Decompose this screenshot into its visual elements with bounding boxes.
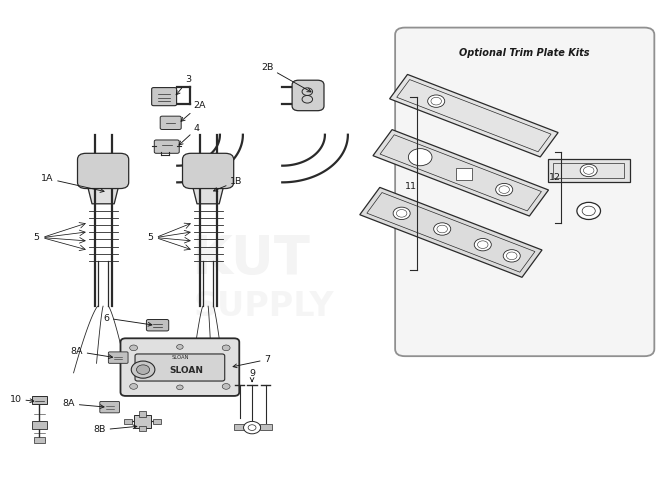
Text: 4: 4 <box>179 124 200 145</box>
Text: 6: 6 <box>103 314 152 326</box>
Circle shape <box>131 361 155 378</box>
Bar <box>138 426 146 432</box>
FancyBboxPatch shape <box>108 352 128 363</box>
Polygon shape <box>389 74 558 157</box>
Bar <box>456 168 472 180</box>
FancyBboxPatch shape <box>78 153 129 189</box>
Text: 3: 3 <box>176 76 192 95</box>
Circle shape <box>130 384 138 389</box>
Bar <box>134 415 151 428</box>
Circle shape <box>130 345 138 351</box>
Text: Optional Trim Plate Kits: Optional Trim Plate Kits <box>459 48 590 58</box>
Text: 8B: 8B <box>94 425 137 434</box>
Text: 11: 11 <box>405 182 417 191</box>
Bar <box>260 424 272 430</box>
Circle shape <box>409 148 432 166</box>
Polygon shape <box>86 180 120 204</box>
Bar <box>138 411 146 417</box>
Text: 8A: 8A <box>71 347 113 358</box>
Bar <box>34 437 45 443</box>
Circle shape <box>577 202 600 219</box>
Text: 5: 5 <box>34 233 40 242</box>
Text: KUT: KUT <box>191 232 310 285</box>
Text: 1A: 1A <box>41 174 104 193</box>
Bar <box>32 422 47 429</box>
FancyBboxPatch shape <box>152 88 177 106</box>
Text: 7: 7 <box>233 355 270 368</box>
Text: 9: 9 <box>249 369 255 381</box>
Text: SLOAN: SLOAN <box>169 366 204 375</box>
Circle shape <box>177 344 183 349</box>
Text: 2B: 2B <box>261 63 311 92</box>
FancyBboxPatch shape <box>183 153 234 189</box>
FancyBboxPatch shape <box>160 116 181 129</box>
Text: 10: 10 <box>10 395 34 403</box>
FancyBboxPatch shape <box>135 354 225 381</box>
Circle shape <box>393 207 410 219</box>
Bar <box>124 419 132 424</box>
Polygon shape <box>548 159 630 182</box>
Polygon shape <box>360 187 542 277</box>
Circle shape <box>222 384 230 389</box>
Text: SLOAN: SLOAN <box>171 354 188 360</box>
Text: 2A: 2A <box>181 101 206 121</box>
Circle shape <box>474 239 492 251</box>
Circle shape <box>136 365 150 375</box>
Circle shape <box>177 385 183 390</box>
Circle shape <box>244 422 260 434</box>
Bar <box>153 419 161 424</box>
Text: 8A: 8A <box>63 399 104 409</box>
Bar <box>32 396 47 404</box>
Polygon shape <box>191 180 225 204</box>
Circle shape <box>496 183 513 196</box>
FancyBboxPatch shape <box>154 140 179 153</box>
FancyBboxPatch shape <box>146 319 169 331</box>
FancyBboxPatch shape <box>292 80 324 111</box>
FancyBboxPatch shape <box>121 338 239 396</box>
Circle shape <box>503 250 520 262</box>
Bar <box>234 424 246 430</box>
Text: SUPPLY: SUPPLY <box>194 290 334 323</box>
Circle shape <box>222 345 230 351</box>
Polygon shape <box>373 130 548 216</box>
Text: 12: 12 <box>548 173 561 182</box>
FancyBboxPatch shape <box>395 28 654 356</box>
FancyBboxPatch shape <box>100 401 119 413</box>
Circle shape <box>428 95 445 107</box>
Circle shape <box>434 223 451 235</box>
Text: 5: 5 <box>148 233 154 242</box>
Circle shape <box>580 164 597 177</box>
Text: 1B: 1B <box>214 177 243 191</box>
